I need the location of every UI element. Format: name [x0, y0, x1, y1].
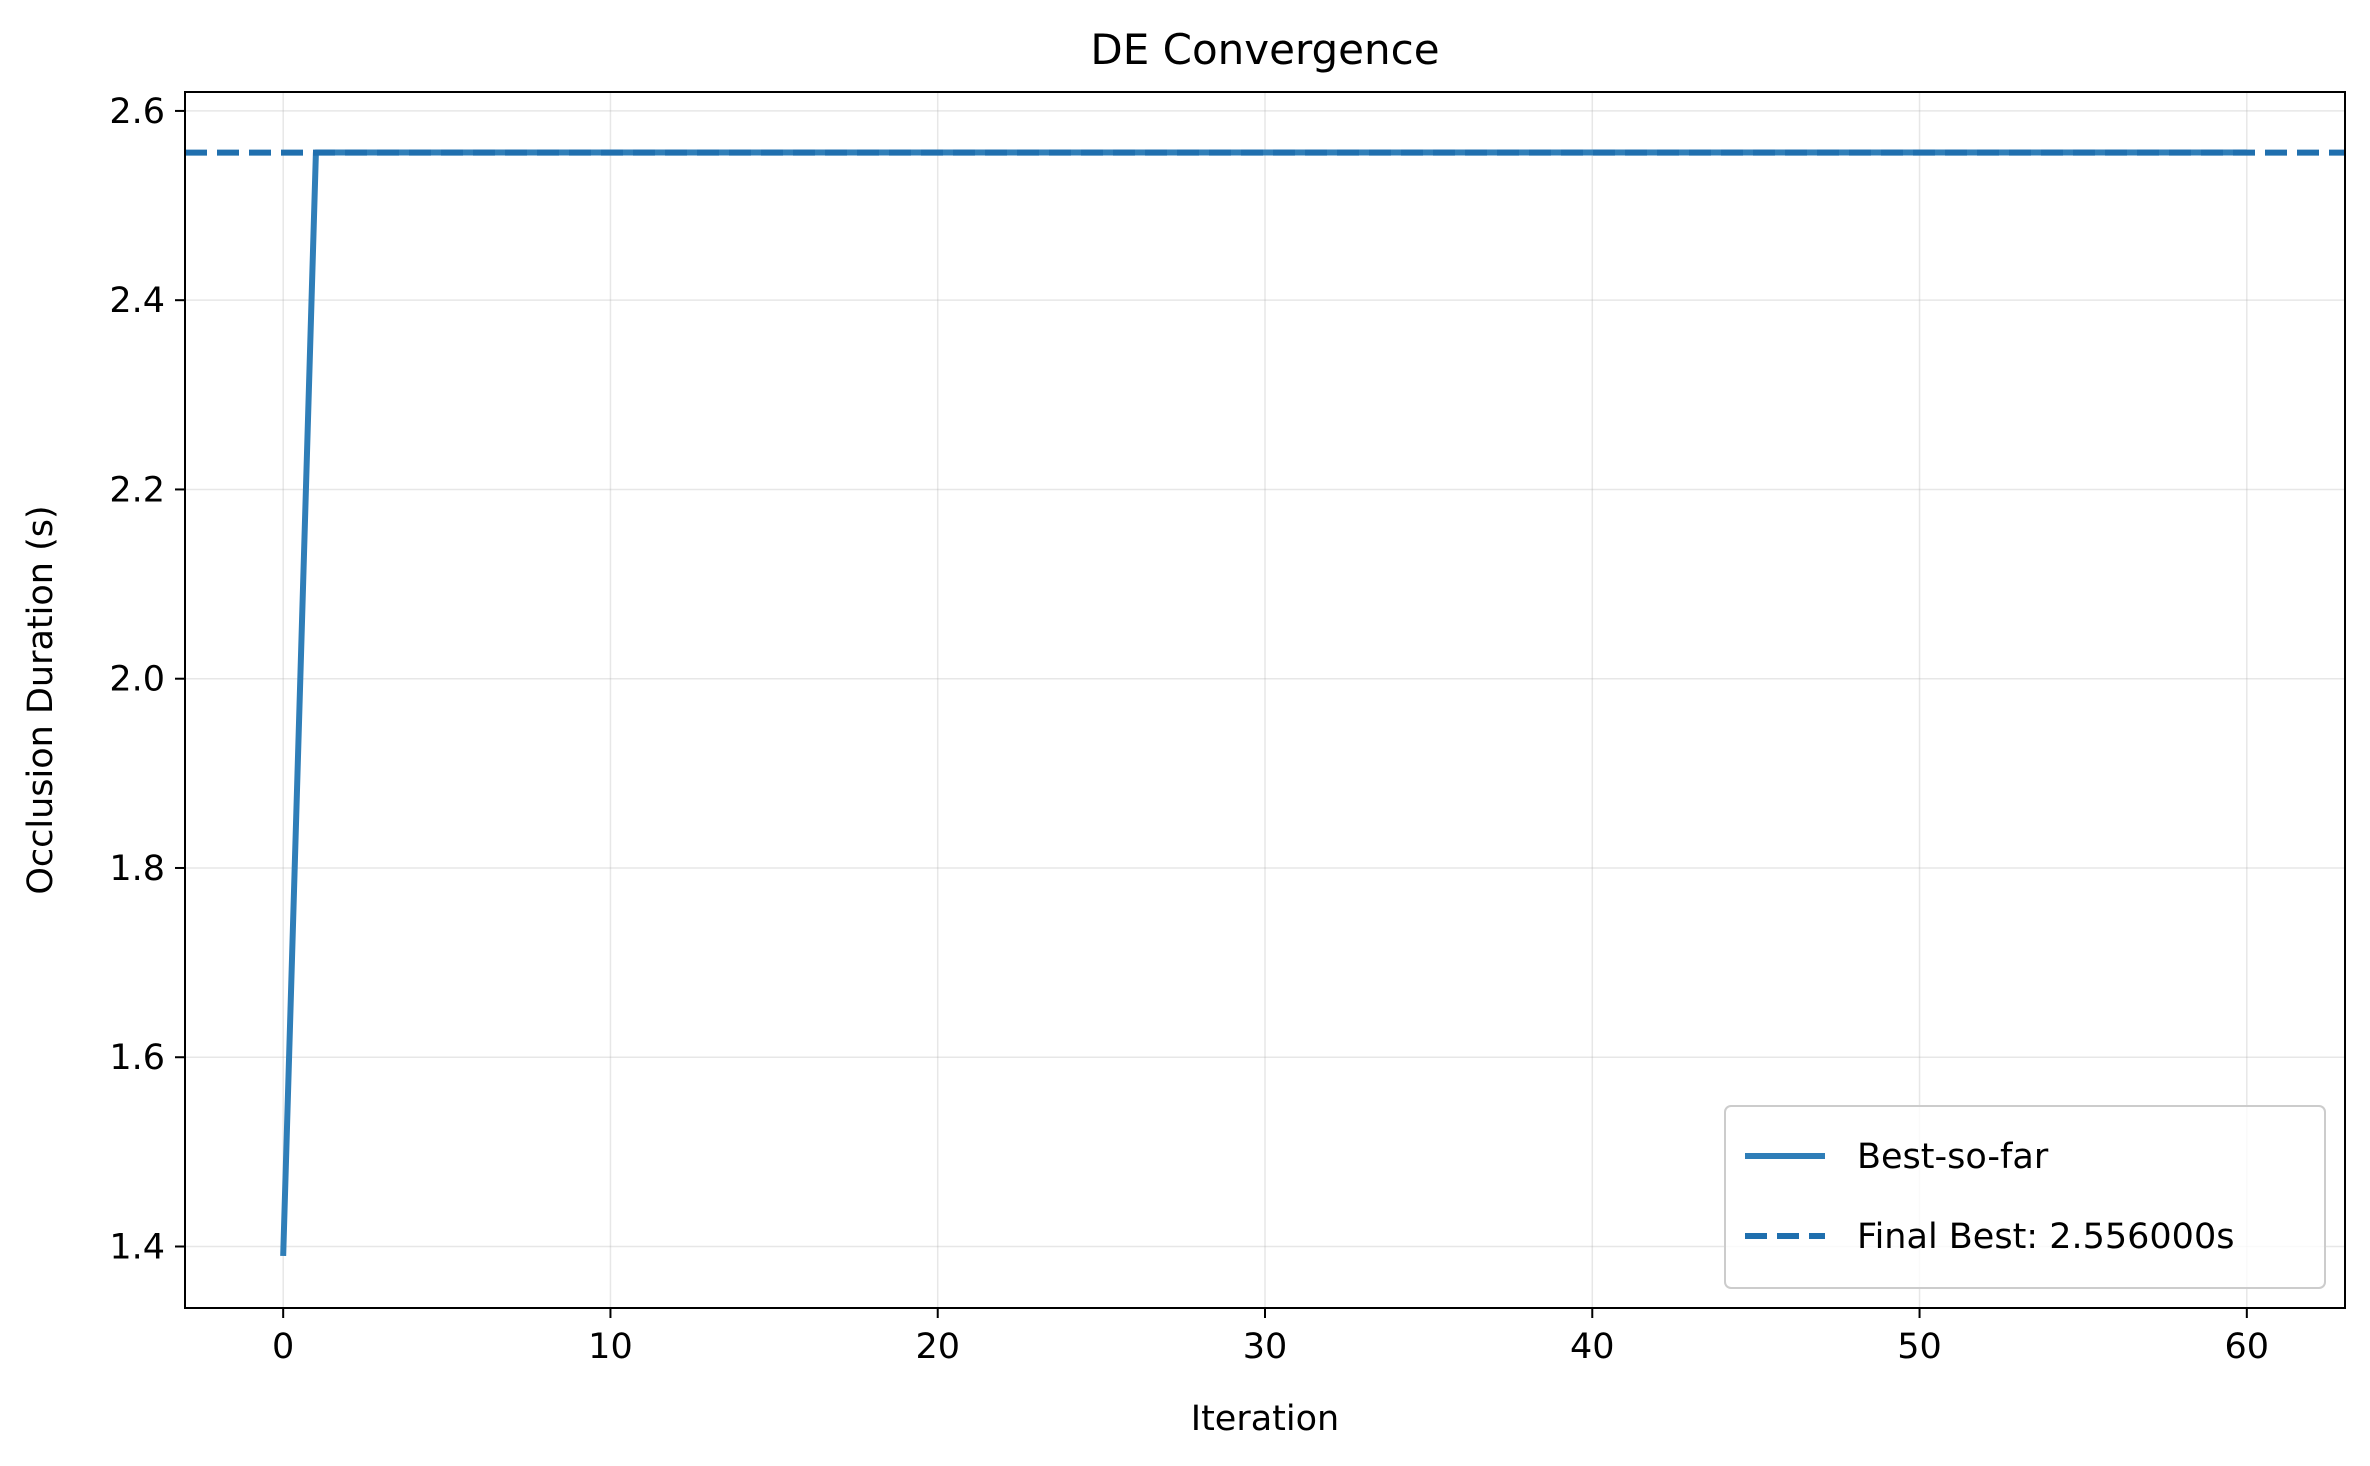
legend: Best-so-far Final Best: 2.556000s	[1724, 1105, 2326, 1289]
y-tick-label: 2.0	[109, 660, 165, 700]
legend-label-final-best: Final Best: 2.556000s	[1857, 1217, 2234, 1257]
y-tick-label: 2.4	[109, 281, 165, 321]
y-tick-label: 2.6	[109, 92, 165, 132]
legend-label-best-so-far: Best-so-far	[1857, 1137, 2049, 1177]
chart-title: DE Convergence	[1090, 25, 1439, 74]
series-layer	[185, 149, 2345, 1257]
y-tick-label: 1.4	[109, 1227, 165, 1267]
legend-box	[1724, 1105, 2326, 1289]
x-tick-label: 60	[2225, 1327, 2270, 1367]
y-tick-label: 1.6	[109, 1038, 165, 1078]
x-tick-label: 30	[1243, 1327, 1288, 1367]
y-tick-label: 1.8	[109, 849, 165, 889]
tick-layer: 0 10 20 30 40 50 60 1.4 1.6 1.8 2.0 2.2 2.4 2.6	[109, 92, 2269, 1367]
x-axis-label: Iteration	[1191, 1399, 1339, 1439]
x-tick-label: 20	[915, 1327, 960, 1367]
grid-layer	[185, 92, 2345, 1308]
x-tick-label: 50	[1897, 1327, 1942, 1367]
x-tick-label: 40	[1570, 1327, 1615, 1367]
x-tick-label: 10	[588, 1327, 633, 1367]
y-axis-label: Occlusion Duration (s)	[21, 505, 61, 894]
y-tick-label: 2.2	[109, 470, 165, 510]
x-tick-label: 0	[272, 1327, 294, 1367]
